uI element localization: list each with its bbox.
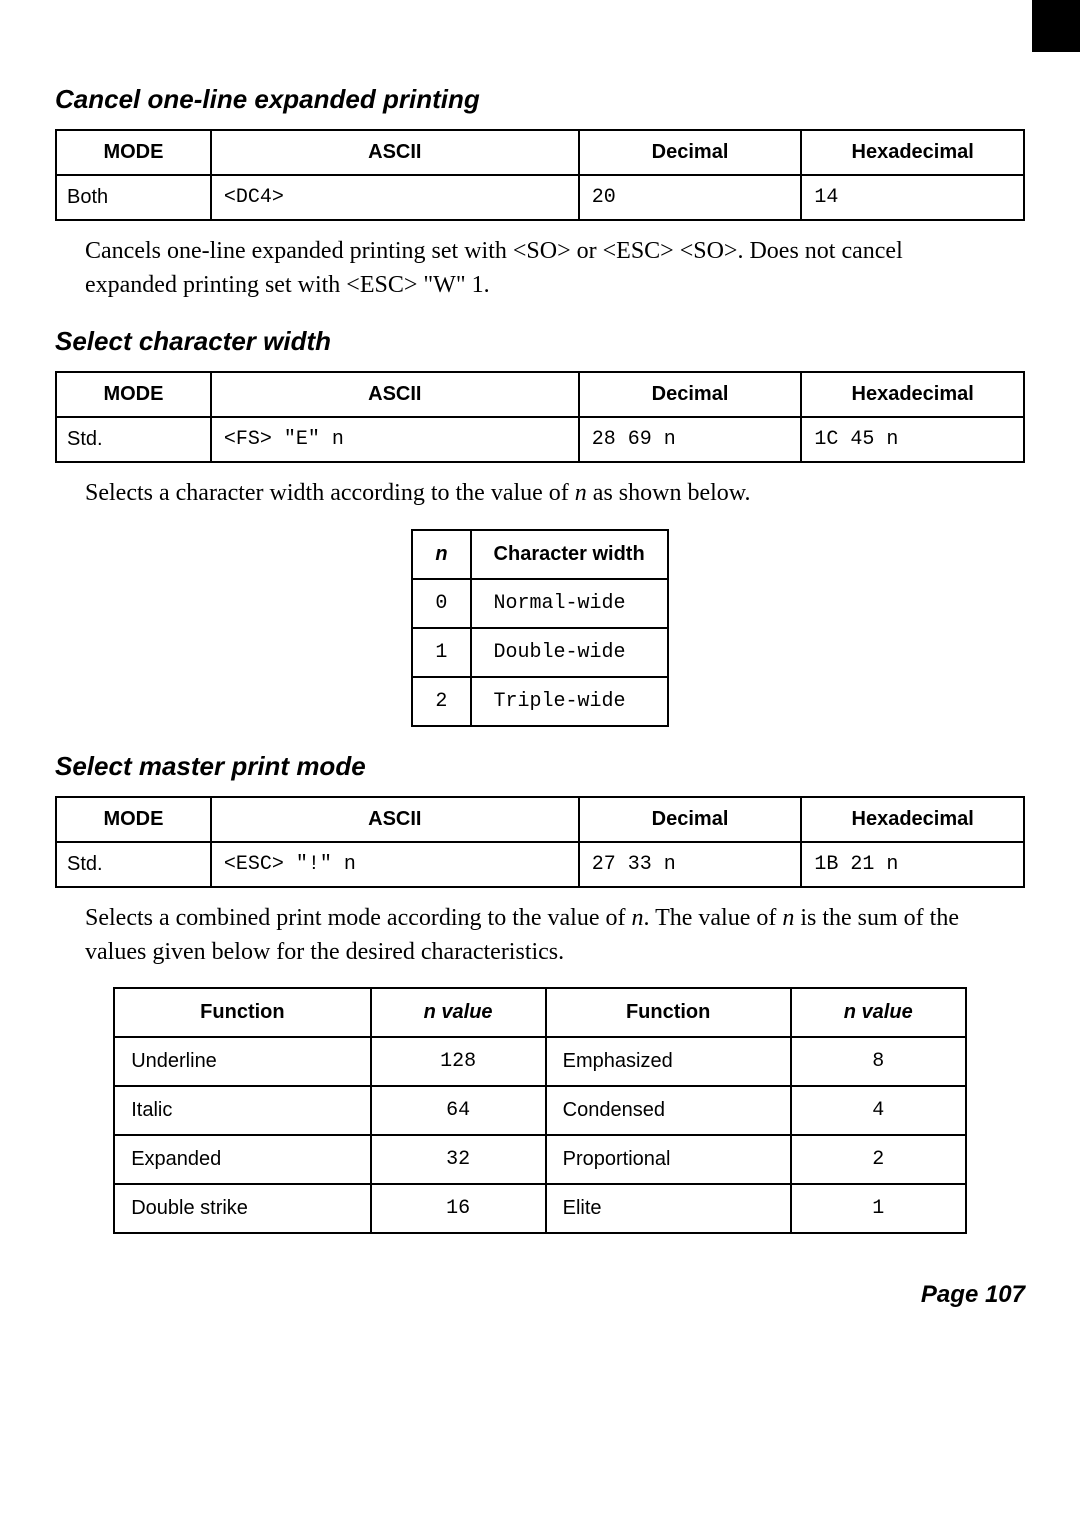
cell-n: 2 <box>412 677 470 726</box>
cell-function: Elite <box>546 1184 791 1233</box>
th-mode: MODE <box>56 372 211 417</box>
body-master-print: Selects a combined print mode according … <box>85 902 995 969</box>
cell-ascii: <DC4> <box>211 175 579 220</box>
th-hex: Hexadecimal <box>801 130 1024 175</box>
cell-ascii: <FS> "E" n <box>211 417 579 462</box>
cell-hex: 1B 21 n <box>801 842 1024 887</box>
cell-ascii: <ESC> "!" n <box>211 842 579 887</box>
cell-mode: Both <box>56 175 211 220</box>
table-cancel-expanded: MODE ASCII Decimal Hexadecimal Both <DC4… <box>55 129 1025 221</box>
table-master-print: MODE ASCII Decimal Hexadecimal Std. <ESC… <box>55 796 1025 888</box>
cell-function: Proportional <box>546 1135 791 1184</box>
th-mode: MODE <box>56 797 211 842</box>
cell-nvalue: 8 <box>791 1037 966 1086</box>
table-function-values: Function n value Function n value Underl… <box>113 987 967 1234</box>
cell-hex: 14 <box>801 175 1024 220</box>
th-decimal: Decimal <box>579 130 802 175</box>
text: n value <box>844 1001 913 1023</box>
text: n value <box>424 1001 493 1023</box>
body-char-width: Selects a character width according to t… <box>85 477 995 511</box>
cell-function: Condensed <box>546 1086 791 1135</box>
cell-function: Underline <box>114 1037 370 1086</box>
cell-decimal: 28 69 n <box>579 417 802 462</box>
text: . The value of <box>644 905 783 931</box>
cell-nvalue: 1 <box>791 1184 966 1233</box>
cell-nvalue: 128 <box>371 1037 546 1086</box>
th-width: Character width <box>471 530 668 579</box>
table-char-width-values: n Character width 0 Normal-wide 1 Double… <box>411 529 668 727</box>
cell-nvalue: 2 <box>791 1135 966 1184</box>
cell-n: 0 <box>412 579 470 628</box>
var-n: n <box>632 905 644 931</box>
th-ascii: ASCII <box>211 372 579 417</box>
cell-decimal: 27 33 n <box>579 842 802 887</box>
cell-n: 1 <box>412 628 470 677</box>
cell-function: Double strike <box>114 1184 370 1233</box>
heading-char-width: Select character width <box>55 324 1025 359</box>
text: Selects a combined print mode according … <box>85 905 632 931</box>
th-nvalue: n value <box>371 988 546 1037</box>
cell-function: Expanded <box>114 1135 370 1184</box>
body-cancel-expanded: Cancels one-line expanded printing set w… <box>85 235 995 302</box>
text: as shown below. <box>587 480 751 506</box>
th-ascii: ASCII <box>211 797 579 842</box>
heading-cancel-expanded: Cancel one-line expanded printing <box>55 82 1025 117</box>
cell-function: Italic <box>114 1086 370 1135</box>
cell-decimal: 20 <box>579 175 802 220</box>
cell-width: Double-wide <box>471 628 668 677</box>
corner-tab <box>1032 0 1080 52</box>
th-nvalue: n value <box>791 988 966 1037</box>
cell-width: Triple-wide <box>471 677 668 726</box>
th-decimal: Decimal <box>579 797 802 842</box>
cell-nvalue: 4 <box>791 1086 966 1135</box>
text: Selects a character width according to t… <box>85 480 575 506</box>
cell-mode: Std. <box>56 842 211 887</box>
var-n: n <box>575 480 587 506</box>
var-n: n <box>782 905 794 931</box>
cell-hex: 1C 45 n <box>801 417 1024 462</box>
th-decimal: Decimal <box>579 372 802 417</box>
cell-mode: Std. <box>56 417 211 462</box>
cell-width: Normal-wide <box>471 579 668 628</box>
cell-nvalue: 64 <box>371 1086 546 1135</box>
th-hex: Hexadecimal <box>801 797 1024 842</box>
th-function: Function <box>546 988 791 1037</box>
cell-function: Emphasized <box>546 1037 791 1086</box>
th-function: Function <box>114 988 370 1037</box>
page-number: Page 107 <box>55 1279 1025 1311</box>
th-ascii: ASCII <box>211 130 579 175</box>
table-char-width: MODE ASCII Decimal Hexadecimal Std. <FS>… <box>55 371 1025 463</box>
th-mode: MODE <box>56 130 211 175</box>
th-hex: Hexadecimal <box>801 372 1024 417</box>
cell-nvalue: 16 <box>371 1184 546 1233</box>
th-n: n <box>412 530 470 579</box>
heading-master-print: Select master print mode <box>55 749 1025 784</box>
cell-nvalue: 32 <box>371 1135 546 1184</box>
